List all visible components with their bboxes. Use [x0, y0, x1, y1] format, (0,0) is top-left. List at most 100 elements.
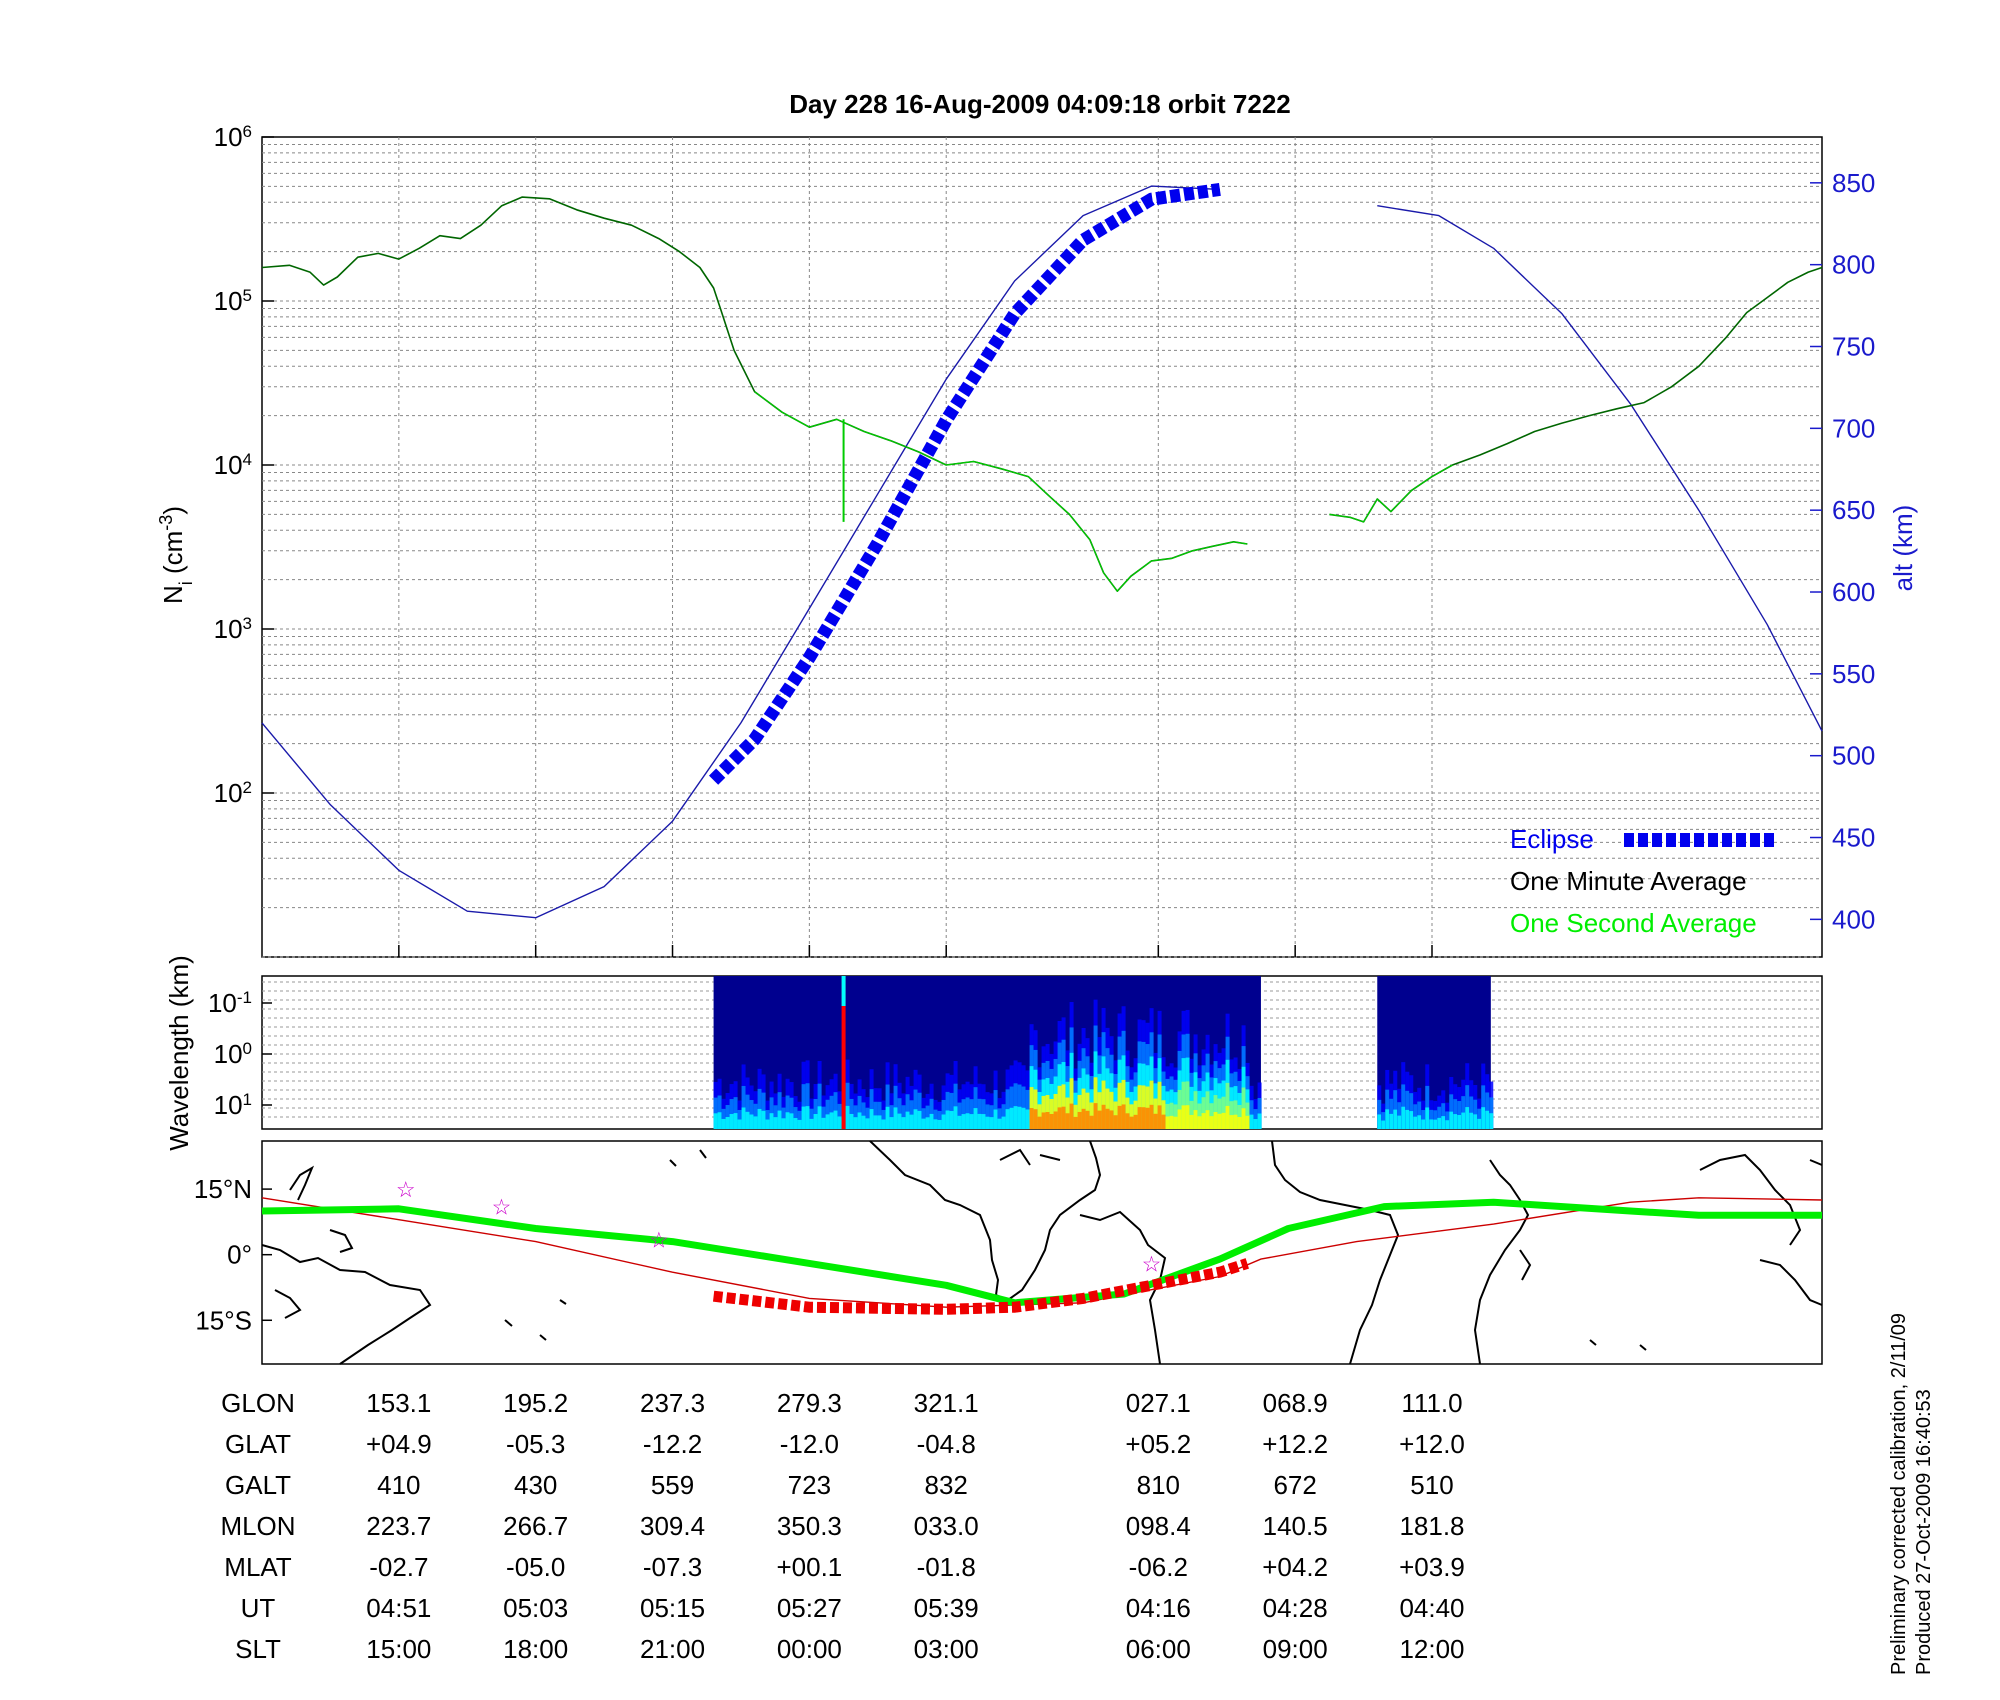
spectrogram-cell	[1029, 1108, 1034, 1129]
table-cell: +04.9	[366, 1429, 432, 1459]
spectrogram-cell	[1213, 1112, 1218, 1129]
spectrogram-cell	[1393, 1109, 1398, 1129]
density-series	[261, 182, 1823, 919]
spectrogram-cell	[1437, 1106, 1442, 1129]
spectrogram-cell	[1489, 1113, 1494, 1129]
spectrogram-cell	[1101, 1104, 1106, 1129]
spectrogram-cell	[1069, 1103, 1074, 1129]
spectrogram-cell	[845, 1082, 850, 1129]
table-cell: 195.2	[503, 1388, 568, 1418]
spectrogram-cell	[1165, 1103, 1170, 1129]
spectrogram-cell	[809, 1118, 814, 1129]
coastline	[504, 1319, 513, 1327]
map-y-ticks: 15°N 0° 15°S	[194, 1174, 272, 1335]
spectrogram-cell	[713, 1113, 718, 1129]
spectrogram-y-tick-base: 10	[214, 1039, 243, 1069]
table-row-label: UT	[241, 1593, 276, 1623]
spectrogram-cell	[1453, 1099, 1458, 1129]
spectrogram-cell	[989, 1117, 994, 1129]
spectrogram-cell	[1001, 1116, 1006, 1129]
spectrogram-cell	[853, 1117, 858, 1129]
altitude-y-tick-label: 750	[1832, 332, 1875, 362]
table-cell: 04:28	[1263, 1593, 1328, 1623]
legend-second-label: One Second Average	[1510, 908, 1757, 938]
spectrogram-y-tick-label: 10-1	[208, 988, 252, 1019]
spectrogram-cell	[1025, 1089, 1030, 1129]
map-frame	[261, 1140, 1823, 1365]
footnote-line2: Produced 27-Oct-2009 16:40:53	[1913, 1389, 1935, 1675]
spectrogram-cell	[941, 1114, 946, 1129]
spectrogram-cell	[1249, 1114, 1254, 1129]
spectrogram-cell	[725, 1117, 730, 1129]
spectrogram-cell	[1089, 1115, 1094, 1129]
density-y-label-main: N	[158, 585, 188, 604]
spectrogram-cell	[1097, 1092, 1102, 1129]
table-cell: 181.8	[1399, 1511, 1464, 1541]
spectrogram-cell	[1237, 1116, 1242, 1129]
spectrogram-cell	[1185, 1105, 1190, 1129]
spectrogram-cell	[1397, 1102, 1402, 1129]
table-cell: 430	[514, 1470, 557, 1500]
table-cell: 266.7	[503, 1511, 568, 1541]
table-row-label: GLAT	[225, 1429, 291, 1459]
table-cell: 279.3	[777, 1388, 842, 1418]
spectrogram-cell	[981, 1114, 986, 1129]
altitude-y-tick-label: 600	[1832, 577, 1875, 607]
coastline	[669, 1159, 677, 1167]
density-y-tick-exp: 3	[243, 614, 252, 633]
altitude-y-tick-label: 800	[1832, 250, 1875, 280]
table-cell: 723	[788, 1470, 831, 1500]
spectrogram-y-tick-exp: 0	[243, 1039, 252, 1058]
spectrogram-cell	[1093, 1103, 1098, 1129]
ephemeris-table: GLON 153.1 195.2 237.3 279.3 321.1 027.1 068.9 1…	[220, 1388, 1464, 1664]
density-y-tick-exp: 6	[243, 122, 252, 141]
spectrogram-cell	[1141, 1107, 1146, 1129]
spectrogram-cell	[821, 1117, 826, 1129]
spectrogram-cell	[829, 1112, 834, 1129]
spectrogram-cell	[1125, 1097, 1130, 1129]
coastline	[1473, 1159, 1530, 1365]
spectrogram-cell	[981, 1099, 986, 1129]
density-y-label-sub: i	[176, 581, 196, 585]
spectrogram-cell	[741, 1107, 746, 1129]
spectrogram-cell	[825, 1114, 830, 1129]
spectrogram-spike-top	[841, 976, 846, 1006]
spectrogram-cell	[1257, 1113, 1262, 1129]
table-row-label: GALT	[225, 1470, 291, 1500]
table-cell: -02.7	[369, 1552, 428, 1582]
spectrogram-cell	[861, 1115, 866, 1129]
spectrogram-cell	[905, 1111, 910, 1129]
altitude-y-label: alt (km)	[1888, 505, 1918, 592]
spectrogram-cell	[873, 1101, 878, 1129]
spectrogram-cell	[721, 1118, 726, 1129]
table-cell: -05.0	[506, 1552, 565, 1582]
spectrogram-cell	[1145, 1107, 1150, 1129]
spectrogram-y-tick-exp: 1	[243, 1090, 252, 1109]
spectrogram-cell	[1469, 1112, 1474, 1129]
spectrogram-cell	[1401, 1106, 1406, 1129]
coastline	[539, 1334, 547, 1341]
spectrogram-cell	[909, 1114, 914, 1129]
spectrogram-cell	[1189, 1100, 1194, 1129]
spectrogram-cell	[1473, 1114, 1478, 1129]
spectrogram-cell	[789, 1113, 794, 1129]
spectrogram-spike	[841, 976, 846, 1129]
spectrogram-cell	[1149, 1104, 1154, 1129]
table-cell: 510	[1410, 1470, 1453, 1500]
spectrogram-cell	[757, 1108, 762, 1129]
spectrogram-cell	[1137, 1107, 1142, 1129]
table-cell: 832	[925, 1470, 968, 1500]
table-cell: 068.9	[1263, 1388, 1328, 1418]
spectrogram-cell	[917, 1110, 922, 1129]
table-cell: 321.1	[914, 1388, 979, 1418]
table-cell: +12.2	[1262, 1429, 1328, 1459]
spectrogram-cell	[1177, 1109, 1182, 1129]
spectrogram-cell	[1445, 1120, 1450, 1129]
spectrogram-cell	[1189, 1114, 1194, 1129]
table-cell: 05:27	[777, 1593, 842, 1623]
table-cell: -07.3	[643, 1552, 702, 1582]
spectrogram-cell	[869, 1109, 874, 1129]
spectrogram-cell	[1153, 1113, 1158, 1129]
spectrogram-cell	[1173, 1116, 1178, 1129]
spectrogram-cell	[1181, 1105, 1186, 1129]
